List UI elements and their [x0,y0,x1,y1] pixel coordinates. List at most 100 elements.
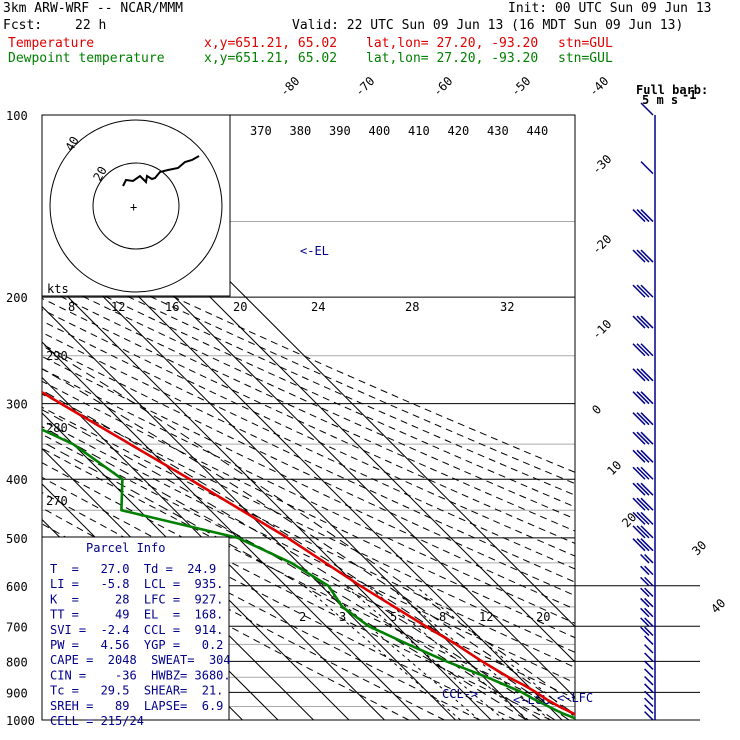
wind-barb [644,668,654,678]
model-title: 3km ARW-WRF -- NCAR/MMM [3,1,184,16]
theta-label: 430 [487,124,509,138]
dry-adiabat [42,368,575,624]
wind-barb [640,607,650,618]
wind-barb [640,617,650,627]
hodograph-units-label: kts [47,282,69,296]
dry-adiabat [42,286,575,532]
isotherm-label: -60 [430,74,455,99]
wind-barb [632,431,646,445]
dry-adiabat [42,343,575,597]
parcel-info-row: CIN = -36 HWBZ= 3680. [50,668,231,682]
isotherm-label: -30 [589,152,614,177]
wind-barb [640,102,654,116]
wind-barb [640,576,650,587]
dry-adiabat [42,297,575,544]
temperature-latlon: lat,lon= 27.20, -93.20 [366,36,539,51]
hodograph-speed-label: 32 [500,300,514,314]
moist-adiabat [42,426,541,720]
wind-barb [644,683,654,693]
dry-adiabat [42,308,575,557]
wind-barb [636,466,650,480]
parcel-info-box [41,536,230,721]
wind-barb [632,449,646,463]
wind-barb [632,249,646,263]
wind-barb [640,284,654,298]
isotherm-label: 20 [619,510,639,530]
hodograph-speed-label: 20 [233,300,247,314]
wind-barb [640,597,650,608]
pressure-tick-label: 700 [6,620,28,634]
dewpoint-xy: x,y=651.21, 65.02 [204,51,338,66]
theta-label: 370 [250,124,272,138]
mixing-ratio-label: 3 [339,610,346,624]
hodograph-ring-label: 40 [62,134,81,154]
wind-barb [636,368,650,382]
isotherm-line [42,341,421,720]
parcel-info-row: LI = -5.8 LCL = 935. [50,577,223,591]
wind-barb [632,412,646,426]
wind-barb [632,511,646,525]
wind-barb [644,597,654,608]
plot-border [41,114,576,721]
dewpoint-latlon: lat,lon= 27.20, -93.20 [366,51,539,66]
temperature-xy: x,y=651.21, 65.02 [204,36,338,51]
isotherm-label: 10 [604,458,624,478]
isotherm-line [42,376,385,720]
wind-barb [636,249,650,263]
dry-adiabat [42,320,575,570]
hodograph-center: + [130,200,137,214]
dry-adiabat [42,380,575,639]
wind-barb [636,343,650,357]
theta-label: 440 [527,124,549,138]
dry-adiabat [42,276,575,520]
hodograph-ring [49,119,223,293]
wind-barb [632,368,646,382]
pressure-tick-label: 1000 [6,714,35,728]
wind-barb [632,525,646,539]
isotherm-label: -70 [352,74,377,99]
dry-adiabat [42,406,575,668]
wind-barb [636,497,650,511]
isotherm-line [42,305,456,720]
dewpoint-station: stn=GUL [558,51,613,66]
wind-barb [644,660,654,670]
sounding-profiles [42,390,575,720]
isotherm-label: -80 [277,74,302,99]
wind-barb [632,343,646,357]
hodograph-speed-label: 16 [165,300,179,314]
wind-barb [640,565,650,576]
barb-key-line2: 5 m s [642,93,678,107]
temperature-profile-line [42,390,575,716]
isotherm-line [42,234,527,720]
wind-barb [640,525,654,539]
parcel-info-row: Tc = 29.5 SHEAR= 21. [50,684,223,698]
parcel-info-row: CELL = 215/24 [50,714,144,728]
wind-barb [640,587,650,598]
wind-barb [636,284,650,298]
isotherm-label: 40 [708,596,728,616]
wind-barb [640,511,654,525]
wind-barb [636,511,650,525]
dry-adiabat [42,447,575,716]
barb-key-line1: Full barb: [636,83,708,97]
moist-adiabat [42,440,527,720]
mixing-ratio-label: 5 [390,610,397,624]
wind-barb [636,482,650,496]
wind-barb [640,161,654,175]
dry-adiabat [42,355,575,610]
hodograph-speed-label: 28 [405,300,419,314]
isotherm-label: -20 [589,232,614,257]
wind-barb [644,690,654,701]
moist-adiabat [42,389,570,720]
hodograph: +20 40 kts [41,114,231,297]
wind-barb [640,412,654,426]
forecast-label: Fcst: [3,18,43,33]
mixing-ratio-line [303,585,461,720]
wind-barb [640,538,654,552]
wind-barb [640,553,650,564]
wind-barb [644,704,654,714]
pressure-tick-label: 800 [6,655,28,669]
level-marker: <-EL [300,244,329,258]
wind-barb [640,249,654,263]
hodograph-speed-label: 12 [111,300,125,314]
